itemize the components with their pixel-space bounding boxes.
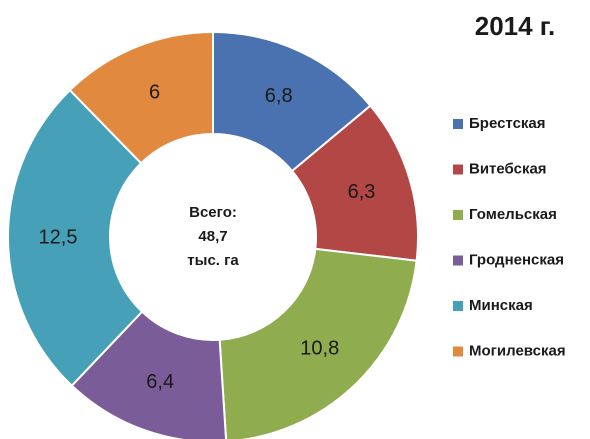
legend-swatch (453, 346, 463, 357)
legend-label: Могилевская (469, 342, 566, 359)
legend-swatch (453, 164, 463, 175)
data-label: 6,4 (146, 371, 174, 393)
legend-swatch (453, 301, 463, 311)
legend-label: Гомельская (469, 206, 557, 223)
center-text: Всего: (189, 204, 237, 221)
chart-title: 2014 г. (475, 11, 556, 41)
donut-slice (7, 88, 144, 388)
legend-swatch (453, 210, 463, 220)
legend-label: Гродненская (469, 251, 564, 268)
center-text: 48,7 (198, 228, 227, 245)
legend-label: Витебская (469, 160, 547, 177)
data-label: 6 (149, 82, 160, 104)
donut-slice (218, 247, 418, 439)
data-label: 6,3 (348, 181, 376, 203)
center-text: тыс. га (187, 252, 239, 269)
legend-swatch (453, 255, 463, 266)
legend-label: Брестская (469, 115, 546, 132)
data-label: 12,5 (39, 226, 78, 248)
data-label: 10,8 (300, 338, 339, 360)
donut-slice (212, 30, 372, 173)
data-label: 6,8 (265, 85, 293, 107)
legend-swatch (453, 119, 463, 129)
legend-label: Минская (469, 297, 533, 314)
donut-slice (68, 30, 214, 165)
